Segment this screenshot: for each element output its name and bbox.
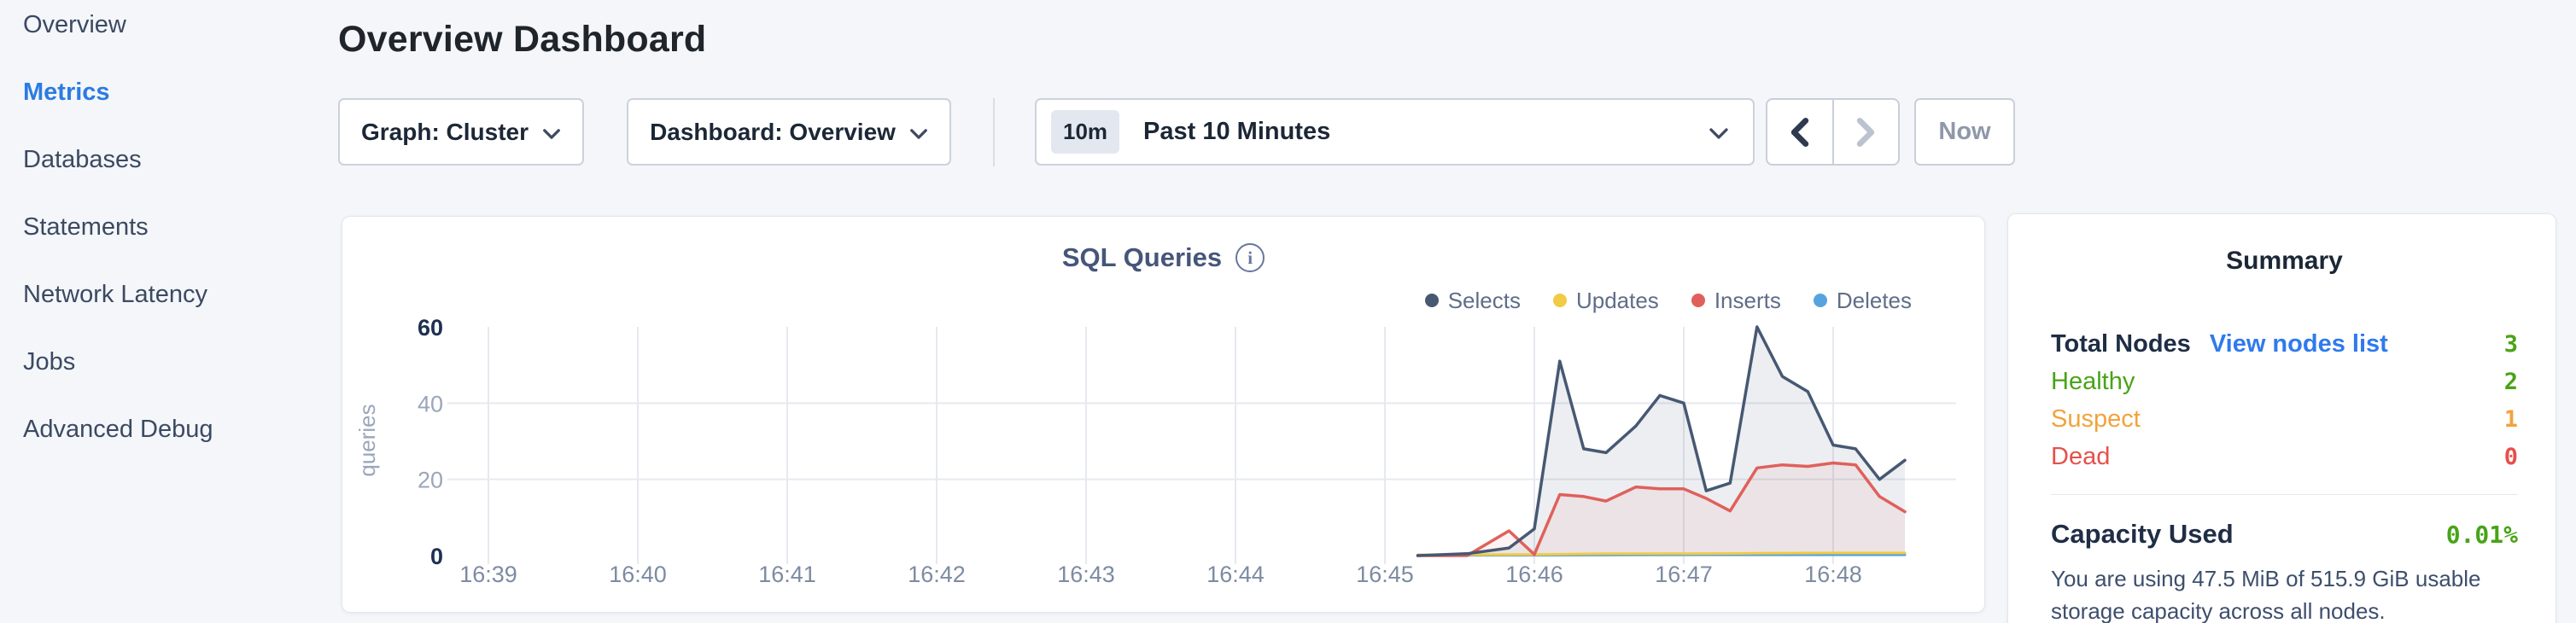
svg-text:60: 60 [418, 315, 443, 341]
legend-label: Deletes [1836, 287, 1912, 313]
sidebar-nav: Overview Metrics Databases Statements Networ… [23, 8, 313, 480]
next-time-button-disabled[interactable] [1834, 100, 1899, 164]
svg-text:16:40: 16:40 [609, 562, 667, 587]
legend-label: Inserts [1714, 287, 1781, 313]
legend-label: Updates [1575, 287, 1659, 313]
sidebar-item-statements[interactable]: Statements [23, 213, 149, 241]
selects-series-dot-icon [1424, 294, 1439, 307]
svg-text:40: 40 [418, 391, 443, 416]
svg-text:16:39: 16:39 [459, 562, 517, 587]
status-label: Dead [2051, 442, 2111, 470]
capacity-used-value: 0.01% [2445, 520, 2518, 549]
capacity-used-label: Capacity Used [2051, 519, 2234, 549]
sidebar-item-jobs[interactable]: Jobs [23, 348, 76, 376]
view-nodes-list-link[interactable]: View nodes list [2209, 329, 2388, 358]
summary-title: Summary [2226, 247, 2343, 275]
chart-legend: Selects Updates Inserts Deletes [1424, 287, 1912, 314]
graph-selector-label: Graph: Cluster [360, 118, 529, 145]
info-icon[interactable]: i [1235, 243, 1265, 272]
legend-item-selects: Selects [1424, 287, 1521, 314]
svg-text:16:43: 16:43 [1057, 562, 1115, 587]
status-value: 2 [2503, 368, 2518, 395]
svg-text:16:45: 16:45 [1356, 562, 1414, 587]
chevron-down-icon [909, 128, 928, 140]
sidebar-item-advanced-debug[interactable]: Advanced Debug [23, 416, 213, 443]
status-label: Suspect [2051, 405, 2141, 433]
dashboard-selector-dropdown[interactable]: Dashboard: Overview [627, 98, 951, 166]
svg-text:16:48: 16:48 [1804, 562, 1862, 587]
node-status-row-healthy: Healthy 2 [2051, 363, 2518, 400]
page-title: Overview Dashboard [338, 19, 707, 60]
chevron-down-icon [542, 128, 561, 140]
sql-queries-chart-card: 16:39 16:40 16:41 16:42 16:43 16:44 16:45 16:46… [342, 216, 1985, 613]
chevron-down-icon [1709, 127, 1729, 140]
graph-selector-dropdown[interactable]: Graph: Cluster [338, 98, 584, 166]
svg-text:16:44: 16:44 [1206, 562, 1265, 587]
svg-text:16:47: 16:47 [1655, 562, 1713, 587]
node-status-row-dead: Dead 0 [2051, 438, 2518, 475]
time-range-selector[interactable]: 10m Past 10 Minutes [1035, 98, 1755, 166]
chart-title: SQL Queries [1061, 242, 1223, 272]
now-button[interactable]: Now [1914, 98, 2015, 166]
previous-time-button[interactable] [1767, 100, 1834, 164]
legend-label: Selects [1447, 287, 1521, 313]
inserts-series-dot-icon [1691, 294, 1705, 307]
summary-panel: Summary Total Nodes View nodes list 3 He… [2007, 213, 2556, 623]
total-nodes-value: 3 [2503, 330, 2518, 358]
updates-series-dot-icon [1552, 294, 1567, 307]
svg-text:20: 20 [418, 468, 443, 493]
node-status-row-suspect: Suspect 1 [2051, 400, 2518, 438]
legend-item-updates: Updates [1552, 287, 1659, 314]
sidebar-item-metrics[interactable]: Metrics [23, 79, 110, 106]
time-step-buttons [1766, 98, 1900, 166]
svg-text:16:41: 16:41 [758, 562, 816, 587]
svg-text:queries: queries [354, 404, 380, 476]
sidebar-item-overview[interactable]: Overview [23, 11, 126, 38]
time-range-badge: 10m [1051, 110, 1120, 154]
legend-item-deletes: Deletes [1813, 287, 1912, 314]
svg-text:16:46: 16:46 [1505, 562, 1563, 587]
legend-item-inserts: Inserts [1691, 288, 1781, 314]
sql-queries-plot-area[interactable]: 16:39 16:40 16:41 16:42 16:43 16:44 16:45 16:46… [342, 217, 1986, 614]
capacity-used-row: Capacity Used 0.01% [2051, 515, 2518, 553]
status-label: Healthy [2051, 367, 2135, 395]
sidebar-item-databases[interactable]: Databases [23, 146, 142, 173]
summary-divider [2051, 494, 2518, 495]
sidebar-item-network-latency[interactable]: Network Latency [23, 281, 207, 308]
capacity-description: You are using 47.5 MiB of 515.9 GiB usab… [2051, 566, 2481, 623]
total-nodes-row: Total Nodes View nodes list 3 [2051, 325, 2518, 363]
dashboard-selector-label: Dashboard: Overview [650, 118, 896, 145]
time-range-label: Past 10 Minutes [1143, 118, 1331, 145]
svg-text:16:42: 16:42 [908, 562, 966, 587]
total-nodes-label: Total Nodes [2051, 329, 2191, 358]
toolbar-divider [993, 98, 995, 166]
deletes-series-dot-icon [1813, 294, 1827, 307]
status-value: 0 [2503, 443, 2518, 470]
svg-text:0: 0 [430, 544, 443, 569]
status-value: 1 [2503, 405, 2518, 433]
